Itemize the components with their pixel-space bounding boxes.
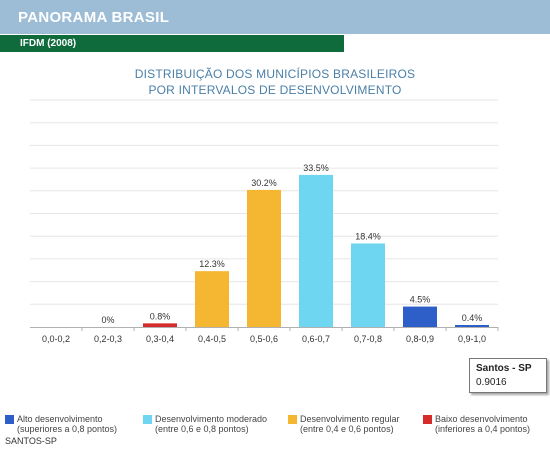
x-tick-label: 0,6-0,7 — [302, 334, 330, 344]
data-label: 33.5% — [303, 163, 329, 173]
x-tick-label: 0,3-0,4 — [146, 334, 174, 344]
legend-sub-moderado: (entre 0,6 e 0,8 pontos) — [155, 424, 249, 434]
page-title: PANORAMA BRASIL — [18, 9, 170, 26]
footer-city-label: SANTOS-SP — [5, 436, 57, 446]
header-bar — [0, 0, 550, 34]
bar — [351, 243, 385, 327]
bar — [455, 325, 489, 327]
legend-sub-regular: (entre 0,4 e 0,6 pontos) — [300, 424, 394, 434]
x-tick-label: 0,0-0,2 — [42, 334, 70, 344]
legend-label-baixo: Baixo desenvolvimento — [435, 414, 528, 424]
legend-sub-baixo: (inferiores a 0,4 pontos) — [435, 424, 531, 434]
x-tick-label: 0,7-0,8 — [354, 334, 382, 344]
bar — [247, 189, 281, 327]
legend-label-alto: Alto desenvolvimento — [17, 414, 103, 424]
x-tick-label: 0,2-0,3 — [94, 334, 122, 344]
subheader-bar — [0, 35, 344, 52]
x-tick-label: 0,8-0,9 — [406, 334, 434, 344]
data-label: 0.8% — [150, 311, 171, 321]
data-label: 0.4% — [462, 313, 483, 323]
page-subtitle: IFDM (2008) — [20, 38, 77, 49]
legend-swatch-baixo — [423, 415, 432, 424]
tooltip-santos: Santos - SP 0.9016 — [469, 358, 547, 393]
legend-label-regular: Desenvolvimento regular — [300, 414, 400, 424]
legend-sub-alto: (superiores a 0,8 pontos) — [17, 424, 118, 434]
data-label: 12.3% — [199, 259, 225, 269]
tooltip-value: 0.9016 — [476, 377, 507, 388]
data-label: 4.5% — [410, 295, 431, 305]
data-label: 18.4% — [355, 231, 381, 241]
tooltip-name: Santos - SP — [476, 363, 532, 374]
chart-title-line2: POR INTERVALOS DE DESENVOLVIMENTO — [148, 83, 402, 97]
data-label: 0% — [101, 315, 114, 325]
data-label: 30.2% — [251, 178, 277, 188]
x-tick-label: 0,5-0,6 — [250, 334, 278, 344]
legend-swatch-regular — [288, 415, 297, 424]
bar — [299, 174, 333, 327]
chart-title-line1: DISTRIBUIÇÃO DOS MUNICÍPIOS BRASILEIROS — [134, 67, 416, 81]
legend-label-moderado: Desenvolvimento moderado — [155, 414, 268, 424]
legend-swatch-alto — [5, 415, 14, 424]
bar — [403, 306, 437, 327]
bar — [143, 323, 177, 327]
x-tick-label: 0,4-0,5 — [198, 334, 226, 344]
x-tick-label: 0,9-1,0 — [458, 334, 486, 344]
distribution-chart: 0,0-0,2 0,2-0,3 0% 0,3-0,4 0.8% 0,4-0,5 12.3% 0… — [30, 99, 499, 344]
legend-swatch-moderado — [143, 415, 152, 424]
bar — [195, 271, 229, 327]
